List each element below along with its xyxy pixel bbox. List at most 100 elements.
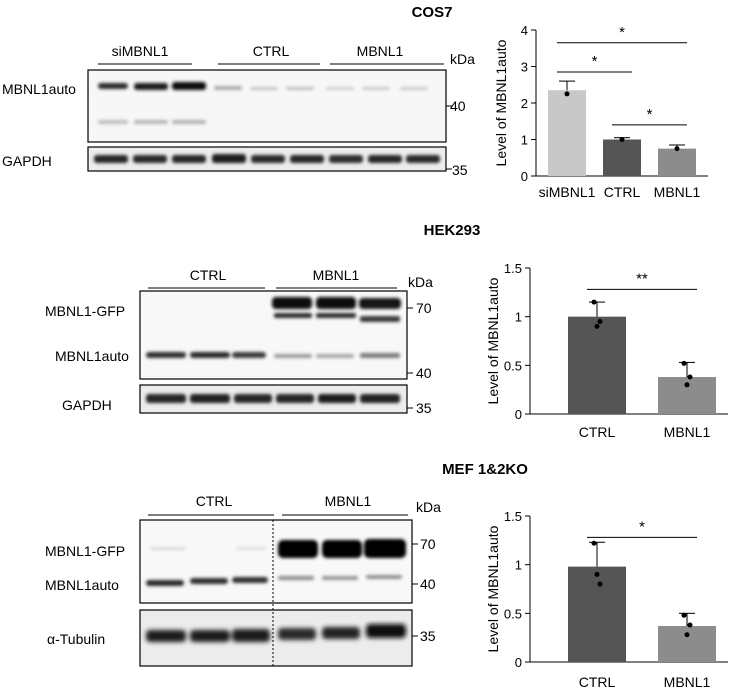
y-tick-label: 0 <box>521 169 528 184</box>
band <box>360 353 400 358</box>
bar <box>568 316 626 414</box>
bar <box>658 148 696 176</box>
band <box>98 83 128 89</box>
y-tick-label: 1 <box>515 310 522 325</box>
group-label-mbnl1: MBNL1 <box>357 43 404 59</box>
bands-gapdh <box>146 394 400 403</box>
row-label-mbnl1-gfp: MBNL1-GFP <box>45 303 125 319</box>
group-label-ctrl: CTRL <box>190 267 227 283</box>
bands-mbnl1-gfp <box>272 297 401 322</box>
band <box>400 87 428 90</box>
band <box>272 297 312 309</box>
band <box>276 394 314 403</box>
data-point <box>687 622 693 628</box>
band <box>318 394 356 403</box>
band <box>98 120 128 124</box>
marker-label-35: 35 <box>420 628 436 644</box>
band <box>286 87 314 90</box>
band <box>329 155 363 163</box>
marker-label-35: 35 <box>416 400 432 416</box>
category-label: siMBNL1 <box>539 184 596 200</box>
band <box>232 629 270 642</box>
marker-label-40: 40 <box>420 576 436 592</box>
data-point <box>619 137 625 142</box>
y-tick-label: 1.5 <box>504 261 522 276</box>
band <box>322 540 362 558</box>
panel-hek293: HEK293 CTRL MBNL1 kDa MBNL1-GFP MBNL1aut… <box>45 222 480 416</box>
band <box>316 313 356 318</box>
category-label: MBNL1 <box>654 184 701 200</box>
data-point <box>597 319 603 325</box>
band <box>172 82 206 90</box>
y-tick-label: 3 <box>521 60 528 75</box>
group-label-ctrl: CTRL <box>253 43 290 59</box>
bands-mbnl1auto <box>146 352 400 358</box>
band <box>366 575 402 579</box>
y-tick-label: 1 <box>515 558 522 573</box>
blot-mbnl1 <box>139 519 413 604</box>
bar-chart-cos7: 0 1 2 3 4 Level of MBNL1auto siMBNL1 CTRL MBNL1 *… <box>493 23 708 200</box>
panel-mef: MEF 1&2KO CTRL MBNL1 kDa MBNL1-GFP MBNL1… <box>45 461 528 667</box>
bar <box>568 566 626 662</box>
group-label-ctrl: CTRL <box>196 493 233 509</box>
group-label-simbnl1: siMBNL1 <box>112 43 169 59</box>
band <box>362 87 390 90</box>
band <box>134 120 168 124</box>
data-point <box>594 323 600 329</box>
category-label: CTRL <box>579 674 616 690</box>
band <box>212 154 246 163</box>
row-label-gapdh: GAPDH <box>2 153 52 169</box>
data-point <box>687 374 693 380</box>
data-point <box>684 382 690 388</box>
row-label-mbnl1auto: MBNL1auto <box>55 348 129 364</box>
y-tick-label: 0.5 <box>504 606 522 621</box>
category-label: MBNL1 <box>664 674 711 690</box>
bands-mbnl1-gfp <box>150 539 406 558</box>
band <box>316 297 356 309</box>
kda-label: kDa <box>416 499 441 515</box>
band <box>190 394 230 403</box>
data-point <box>674 146 680 152</box>
marker-label-40: 40 <box>416 365 432 381</box>
band <box>190 352 230 358</box>
band <box>274 354 312 358</box>
band <box>278 540 318 558</box>
band <box>190 578 228 584</box>
marker-label-40: 40 <box>450 98 466 114</box>
bar <box>548 90 586 176</box>
band <box>326 87 354 90</box>
band <box>146 394 186 403</box>
band <box>232 352 266 358</box>
marker-label-70: 70 <box>416 300 432 316</box>
band <box>368 155 402 163</box>
band <box>146 630 186 642</box>
y-axis-label: Level of MBNL1auto <box>493 39 509 166</box>
band <box>290 155 324 163</box>
band <box>322 627 360 639</box>
panel-title: MEF 1&2KO <box>442 461 528 478</box>
group-label-mbnl1: MBNL1 <box>313 267 360 283</box>
y-tick-label: 0 <box>515 407 522 422</box>
significance-label: * <box>647 106 653 123</box>
band <box>232 577 268 583</box>
band <box>360 394 400 403</box>
bands-tubulin <box>146 624 406 642</box>
band <box>366 624 406 638</box>
band <box>133 155 167 163</box>
band <box>360 316 400 322</box>
band <box>172 155 206 163</box>
significance-label: * <box>619 24 625 41</box>
y-tick-label: 1 <box>521 133 528 148</box>
row-label-mbnl1auto: MBNL1auto <box>45 577 119 593</box>
band <box>359 298 401 309</box>
band <box>234 394 272 403</box>
data-point <box>597 581 603 587</box>
band <box>150 547 186 550</box>
band <box>236 547 266 550</box>
bands-mbnl1auto <box>146 575 402 586</box>
band <box>146 580 184 586</box>
y-axis-label: Level of MBNL1auto <box>485 525 501 652</box>
band <box>94 155 128 163</box>
